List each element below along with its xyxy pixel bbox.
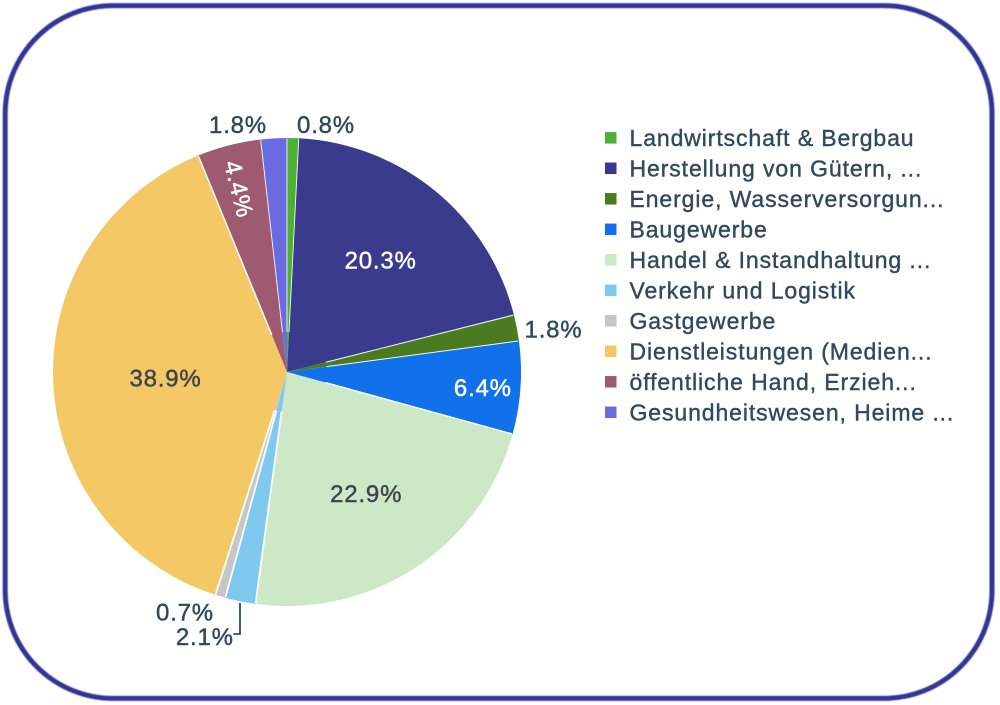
svg-text:öffentliche Hand, Erzieh...: öffentliche Hand, Erzieh...: [630, 369, 917, 395]
svg-text:Energie, Wasserversorgun...: Energie, Wasserversorgun...: [630, 186, 945, 212]
svg-text:1.8%: 1.8%: [209, 112, 267, 139]
svg-text:20.3%: 20.3%: [345, 248, 417, 275]
svg-text:Handel & Instandhaltung ...: Handel & Instandhaltung ...: [630, 247, 932, 273]
svg-text:Gastgewerbe: Gastgewerbe: [630, 308, 777, 334]
svg-text:6.4%: 6.4%: [454, 375, 512, 402]
svg-text:1.8%: 1.8%: [525, 317, 583, 344]
svg-text:0.8%: 0.8%: [297, 112, 355, 139]
svg-text:Dienstleistungen (Medien...: Dienstleistungen (Medien...: [630, 338, 933, 364]
svg-text:0.7%: 0.7%: [156, 600, 214, 627]
svg-text:38.9%: 38.9%: [129, 366, 201, 393]
svg-text:22.9%: 22.9%: [330, 481, 402, 508]
svg-text:2.1%: 2.1%: [176, 624, 234, 651]
svg-text:Baugewerbe: Baugewerbe: [630, 216, 768, 242]
svg-text:Herstellung von Gütern, ...: Herstellung von Gütern, ...: [630, 155, 923, 181]
svg-text:Landwirtschaft & Bergbau: Landwirtschaft & Bergbau: [630, 125, 915, 151]
svg-text:Verkehr und Logistik: Verkehr und Logistik: [630, 277, 856, 303]
svg-text:Gesundheitswesen, Heime ...: Gesundheitswesen, Heime ...: [630, 399, 955, 425]
